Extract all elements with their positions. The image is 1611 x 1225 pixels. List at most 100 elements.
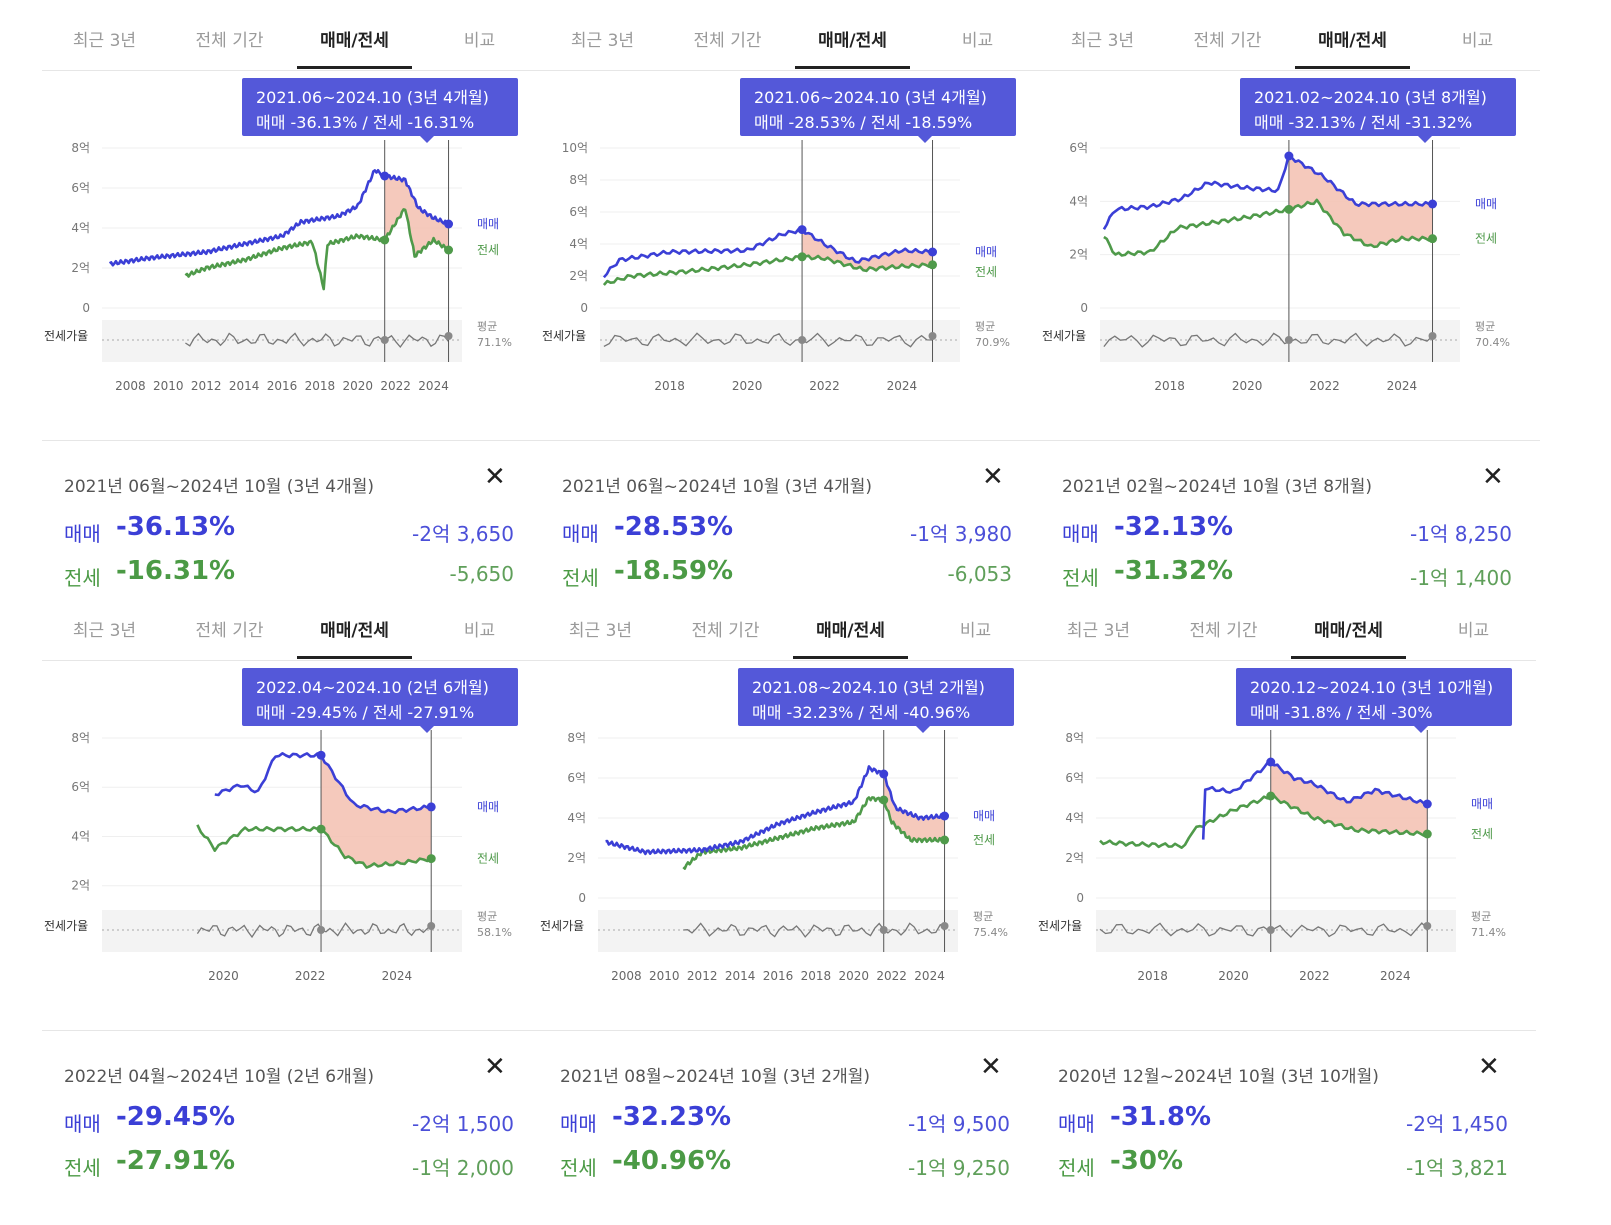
- x-tick-label: 2020: [208, 969, 239, 983]
- jeonse-percent: -31.32%: [1114, 556, 1234, 586]
- active-tab-underline: [1295, 66, 1410, 69]
- tab-1[interactable]: 전체 기간: [195, 621, 264, 641]
- active-tab-underline: [793, 656, 908, 659]
- y-tick-label: 6억: [567, 771, 586, 785]
- jeonse-start-point: [316, 824, 326, 834]
- jeonse-percent: -16.31%: [116, 556, 236, 586]
- tooltip-arrow: [918, 136, 932, 143]
- jeonse-label: 전세: [1058, 1156, 1095, 1180]
- tab-2[interactable]: 매매/전세: [818, 31, 887, 51]
- sale-percent: -32.23%: [612, 1102, 732, 1132]
- sale-end-point: [1422, 799, 1432, 809]
- tooltip-changes: 매매 -36.13% / 전세 -16.31%: [256, 113, 475, 132]
- tooltip-arrow: [420, 136, 434, 143]
- sale-percent: -29.45%: [116, 1102, 236, 1132]
- summary-period: 2022년 04월~2024년 10월 (2년 6개월): [64, 1067, 375, 1087]
- ratio-avg-title: 평균: [973, 910, 993, 923]
- tab-2[interactable]: 매매/전세: [320, 31, 389, 51]
- tab-1[interactable]: 전체 기간: [1189, 621, 1258, 641]
- sale-amount: -1억 9,500: [908, 1112, 1010, 1136]
- tab-3[interactable]: 비교: [959, 621, 992, 641]
- ratio-series-line: [185, 332, 450, 349]
- sale-percent: -31.8%: [1110, 1102, 1211, 1132]
- jeonse-amount: -1억 3,821: [1406, 1156, 1508, 1180]
- tab-1[interactable]: 전체 기간: [1193, 31, 1262, 51]
- tab-0[interactable]: 최근 3년: [568, 621, 633, 641]
- tab-2[interactable]: 매매/전세: [816, 621, 885, 641]
- tab-2[interactable]: 매매/전세: [1314, 621, 1383, 641]
- y-tick-label: 8억: [71, 731, 90, 745]
- summary-period: 2020년 12월~2024년 10월 (3년 10개월): [1058, 1067, 1379, 1087]
- ratio-end-point: [444, 332, 453, 340]
- tab-0[interactable]: 최근 3년: [72, 31, 137, 51]
- tab-bar: 최근 3년 전체 기간 매매/전세 비교: [42, 0, 542, 71]
- y-tick-label: 4억: [1069, 194, 1088, 208]
- x-tick-label: 2014: [725, 969, 756, 983]
- y-tick-label: 4억: [567, 811, 586, 825]
- sale-amount: -1억 3,980: [910, 522, 1012, 546]
- close-icon[interactable]: ✕: [1478, 1052, 1500, 1082]
- sale-percent: -36.13%: [116, 512, 236, 542]
- ratio-band: [1096, 910, 1456, 952]
- tab-2[interactable]: 매매/전세: [1318, 31, 1387, 51]
- ratio-label: 전세가율: [44, 329, 88, 343]
- sale-amount: -1억 8,250: [1410, 522, 1512, 546]
- x-tick-label: 2020: [1232, 379, 1263, 393]
- close-icon[interactable]: ✕: [982, 462, 1004, 492]
- close-icon[interactable]: ✕: [484, 1052, 506, 1082]
- y-tick-label: 2억: [71, 879, 90, 893]
- chart-panel: 최근 3년 전체 기간 매매/전세 비교 0 2억 4억 6억 8억 전세가율 평균 75.4% 200…: [538, 590, 1038, 1180]
- x-tick-label: 2024: [887, 379, 918, 393]
- tab-3[interactable]: 비교: [961, 31, 994, 51]
- tab-0[interactable]: 최근 3년: [72, 621, 137, 641]
- tab-3[interactable]: 비교: [1461, 31, 1494, 51]
- ratio-start-point: [798, 336, 807, 344]
- jeonse-summary-row: 전세 -31.32% -1억 1,400: [1062, 556, 1512, 590]
- tab-2[interactable]: 매매/전세: [320, 621, 389, 641]
- tab-3[interactable]: 비교: [463, 31, 496, 51]
- tab-0[interactable]: 최근 3년: [1066, 621, 1131, 641]
- x-tick-label: 2022: [876, 969, 907, 983]
- sale-end-point: [940, 811, 950, 821]
- ratio-label: 전세가율: [44, 919, 88, 933]
- tooltip-changes: 매매 -32.13% / 전세 -31.32%: [1254, 113, 1473, 132]
- y-tick-label: 2억: [1069, 248, 1088, 262]
- chart-panel: 최근 3년 전체 기간 매매/전세 비교 0 2억 4억 6억 8억 전세가율 평균 71.1% 200…: [42, 0, 542, 590]
- ratio-series-line: [1103, 332, 1433, 348]
- jeonse-label: 전세: [560, 1156, 597, 1180]
- ratio-series-line: [683, 922, 945, 938]
- x-tick-label: 2022: [380, 379, 411, 393]
- summary-period: 2021년 06월~2024년 10월 (3년 4개월): [64, 477, 375, 497]
- sale-series-label: 매매: [973, 809, 995, 823]
- jeonse-start-point: [1266, 791, 1276, 801]
- range-tooltip: 2020.12~2024.10 (3년 10개월) 매매 -31.8% / 전세 …: [1236, 668, 1512, 733]
- ratio-series-line: [1099, 922, 1428, 938]
- close-icon[interactable]: ✕: [1482, 462, 1504, 492]
- jeonse-line: [196, 824, 432, 869]
- tooltip-period: 2022.04~2024.10 (2년 6개월): [256, 678, 489, 697]
- ratio-band: [600, 320, 960, 362]
- tab-3[interactable]: 비교: [463, 621, 496, 641]
- close-icon[interactable]: ✕: [484, 462, 506, 492]
- jeonse-line: [602, 254, 934, 286]
- tab-3[interactable]: 비교: [1457, 621, 1490, 641]
- tab-bar: 최근 3년 전체 기간 매매/전세 비교: [540, 0, 1040, 71]
- tab-0[interactable]: 최근 3년: [1070, 31, 1135, 51]
- close-icon[interactable]: ✕: [980, 1052, 1002, 1082]
- y-tick-label: 4억: [71, 829, 90, 843]
- ratio-avg-value: 75.4%: [973, 926, 1008, 939]
- sale-series-label: 매매: [1475, 197, 1497, 211]
- jeonse-start-point: [879, 795, 889, 805]
- sale-start-point: [380, 171, 390, 181]
- sale-percent: -32.13%: [1114, 512, 1234, 542]
- jeonse-line: [1103, 198, 1434, 257]
- tab-1[interactable]: 전체 기간: [693, 31, 762, 51]
- sale-summary-row: 매매 -28.53% -1억 3,980: [562, 512, 1012, 546]
- tab-1[interactable]: 전체 기간: [195, 31, 264, 51]
- tab-1[interactable]: 전체 기간: [691, 621, 760, 641]
- sale-start-point: [1284, 151, 1294, 161]
- sale-start-point: [316, 750, 326, 760]
- tab-0[interactable]: 최근 3년: [570, 31, 635, 51]
- tooltip-arrow: [1418, 136, 1432, 143]
